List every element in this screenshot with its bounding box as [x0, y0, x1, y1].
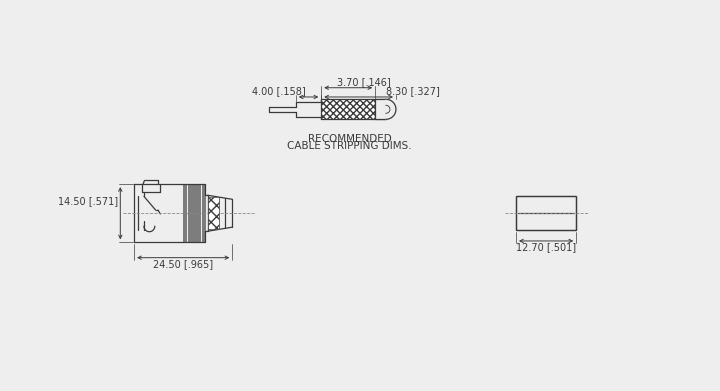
- Text: 14.50 [.571]: 14.50 [.571]: [58, 196, 118, 206]
- Text: 8.30 [.327]: 8.30 [.327]: [386, 86, 440, 97]
- Polygon shape: [386, 99, 396, 119]
- Text: 24.50 [.965]: 24.50 [.965]: [153, 259, 213, 269]
- Text: 12.70 [.501]: 12.70 [.501]: [516, 242, 576, 252]
- Bar: [516, 196, 576, 230]
- Text: 3.70 [.146]: 3.70 [.146]: [337, 77, 390, 87]
- Text: RECOMMENDED: RECOMMENDED: [308, 134, 392, 143]
- Bar: [321, 99, 375, 119]
- Text: 4.00 [.158]: 4.00 [.158]: [252, 86, 306, 97]
- Bar: [209, 197, 220, 229]
- Text: CABLE STRIPPING DIMS.: CABLE STRIPPING DIMS.: [287, 141, 412, 151]
- Bar: [516, 196, 576, 230]
- Bar: [375, 99, 386, 119]
